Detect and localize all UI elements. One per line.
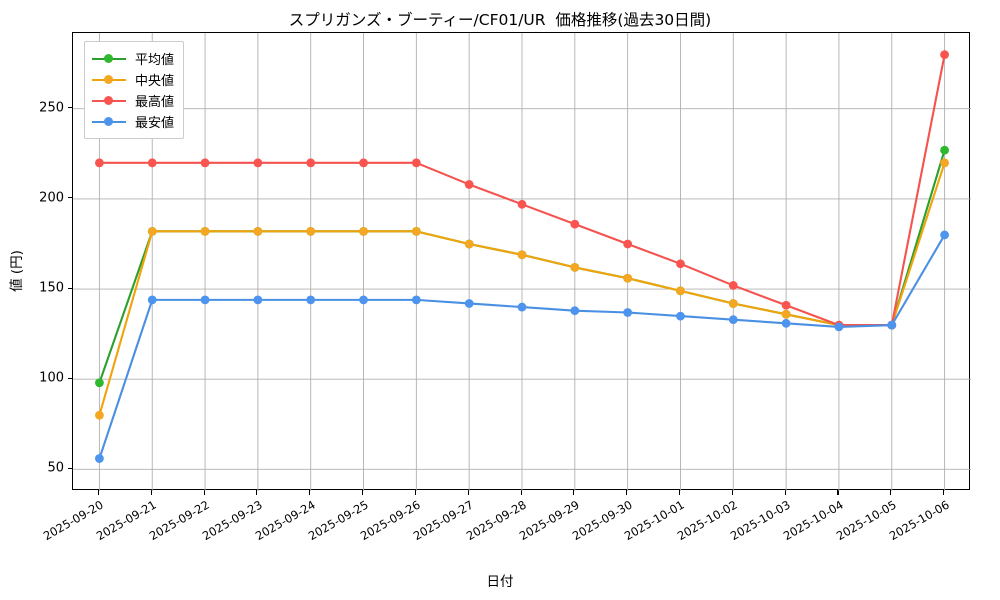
data-point bbox=[940, 145, 949, 155]
series-line-3 bbox=[98, 233, 946, 460]
data-point bbox=[200, 295, 210, 305]
plot-area bbox=[72, 32, 971, 491]
legend-label: 最高値 bbox=[135, 95, 175, 110]
data-point bbox=[147, 226, 157, 236]
x-tick-label: 2025-09-25 bbox=[305, 497, 371, 544]
data-point bbox=[676, 311, 685, 321]
chart-legend: 平均値中央値最高値最安値 bbox=[84, 41, 185, 139]
data-point bbox=[676, 259, 685, 269]
x-tick-label: 2025-09-26 bbox=[358, 497, 424, 544]
data-point bbox=[940, 50, 949, 60]
data-point bbox=[147, 295, 157, 305]
legend-item-3[interactable]: 最安値 bbox=[92, 111, 174, 132]
legend-swatch-icon bbox=[92, 74, 126, 86]
legend-swatch-icon bbox=[92, 53, 126, 65]
legend-swatch-icon bbox=[92, 95, 126, 107]
data-point bbox=[359, 158, 368, 168]
x-tick-label: 2025-09-29 bbox=[516, 497, 582, 544]
data-point bbox=[253, 226, 263, 236]
data-point bbox=[728, 281, 738, 290]
y-tick-label: 100 bbox=[39, 370, 64, 386]
data-point bbox=[147, 158, 157, 168]
data-point bbox=[517, 302, 527, 312]
data-point bbox=[728, 315, 738, 325]
x-tick-label: 2025-10-02 bbox=[675, 497, 741, 544]
x-tick-label: 2025-09-20 bbox=[41, 497, 107, 544]
legend-item-1[interactable]: 中央値 bbox=[92, 69, 174, 90]
data-point bbox=[570, 219, 580, 229]
data-point bbox=[570, 263, 580, 272]
x-tick-label: 2025-09-27 bbox=[411, 497, 476, 544]
legend-swatch-icon bbox=[92, 116, 126, 128]
data-point bbox=[623, 273, 633, 283]
legend-label: 中央値 bbox=[135, 74, 175, 89]
chart-gridlines bbox=[73, 33, 971, 491]
y-axis-label: 値 (円) bbox=[8, 250, 25, 292]
data-point bbox=[253, 158, 263, 168]
data-point bbox=[623, 239, 633, 249]
data-point bbox=[781, 309, 791, 319]
data-point bbox=[306, 158, 316, 168]
data-point bbox=[359, 226, 368, 236]
data-point bbox=[95, 454, 104, 463]
x-tick-label: 2025-10-03 bbox=[727, 497, 793, 544]
x-tick-label: 2025-10-04 bbox=[780, 497, 846, 544]
data-point bbox=[306, 226, 316, 236]
data-point bbox=[940, 158, 949, 168]
data-point bbox=[781, 300, 791, 310]
x-tick-label: 2025-10-06 bbox=[886, 497, 952, 544]
x-tick-label: 2025-09-21 bbox=[94, 497, 159, 544]
chart-title: スプリガンズ・ブーティー/CF01/UR 価格推移(過去30日間) bbox=[288, 11, 712, 29]
data-point bbox=[834, 322, 844, 332]
x-tick-label: 2025-09-30 bbox=[569, 497, 635, 544]
data-point bbox=[940, 230, 949, 240]
x-tick-label: 2025-09-23 bbox=[199, 497, 265, 544]
data-point bbox=[200, 226, 210, 236]
legend-item-2[interactable]: 最高値 bbox=[92, 90, 174, 111]
x-tick-label: 2025-09-24 bbox=[252, 497, 318, 544]
data-point bbox=[623, 308, 633, 317]
data-point bbox=[728, 299, 738, 308]
data-point bbox=[517, 199, 527, 209]
legend-item-0[interactable]: 平均値 bbox=[92, 48, 174, 69]
data-point bbox=[95, 410, 104, 420]
data-point bbox=[411, 295, 421, 305]
x-tick-label: 2025-10-01 bbox=[622, 497, 688, 544]
data-point bbox=[464, 180, 474, 189]
chart-data-lines bbox=[95, 50, 949, 463]
x-axis-label: 日付 bbox=[486, 574, 514, 590]
x-tick-label: 2025-09-22 bbox=[146, 497, 212, 544]
data-point bbox=[517, 250, 527, 260]
x-tick-label: 2025-10-05 bbox=[833, 497, 899, 544]
series-line-0 bbox=[98, 149, 946, 384]
series-line-2 bbox=[98, 53, 946, 327]
x-tick-label: 2025-09-28 bbox=[463, 497, 529, 544]
data-point bbox=[570, 306, 580, 316]
data-point bbox=[95, 378, 104, 388]
data-point bbox=[676, 286, 685, 296]
legend-label: 平均値 bbox=[135, 53, 175, 68]
y-tick-label: 50 bbox=[47, 460, 64, 476]
data-point bbox=[306, 295, 316, 305]
y-tick-label: 200 bbox=[39, 190, 64, 206]
data-point bbox=[781, 318, 791, 328]
data-point bbox=[887, 320, 897, 330]
y-tick-label: 250 bbox=[39, 100, 64, 116]
data-point bbox=[95, 158, 104, 168]
data-point bbox=[200, 158, 210, 168]
legend-label: 最安値 bbox=[135, 116, 175, 131]
data-point bbox=[464, 299, 474, 308]
data-point bbox=[359, 295, 368, 305]
data-point bbox=[411, 226, 421, 236]
data-point bbox=[253, 295, 263, 305]
data-point bbox=[464, 239, 474, 249]
data-point bbox=[411, 158, 421, 168]
